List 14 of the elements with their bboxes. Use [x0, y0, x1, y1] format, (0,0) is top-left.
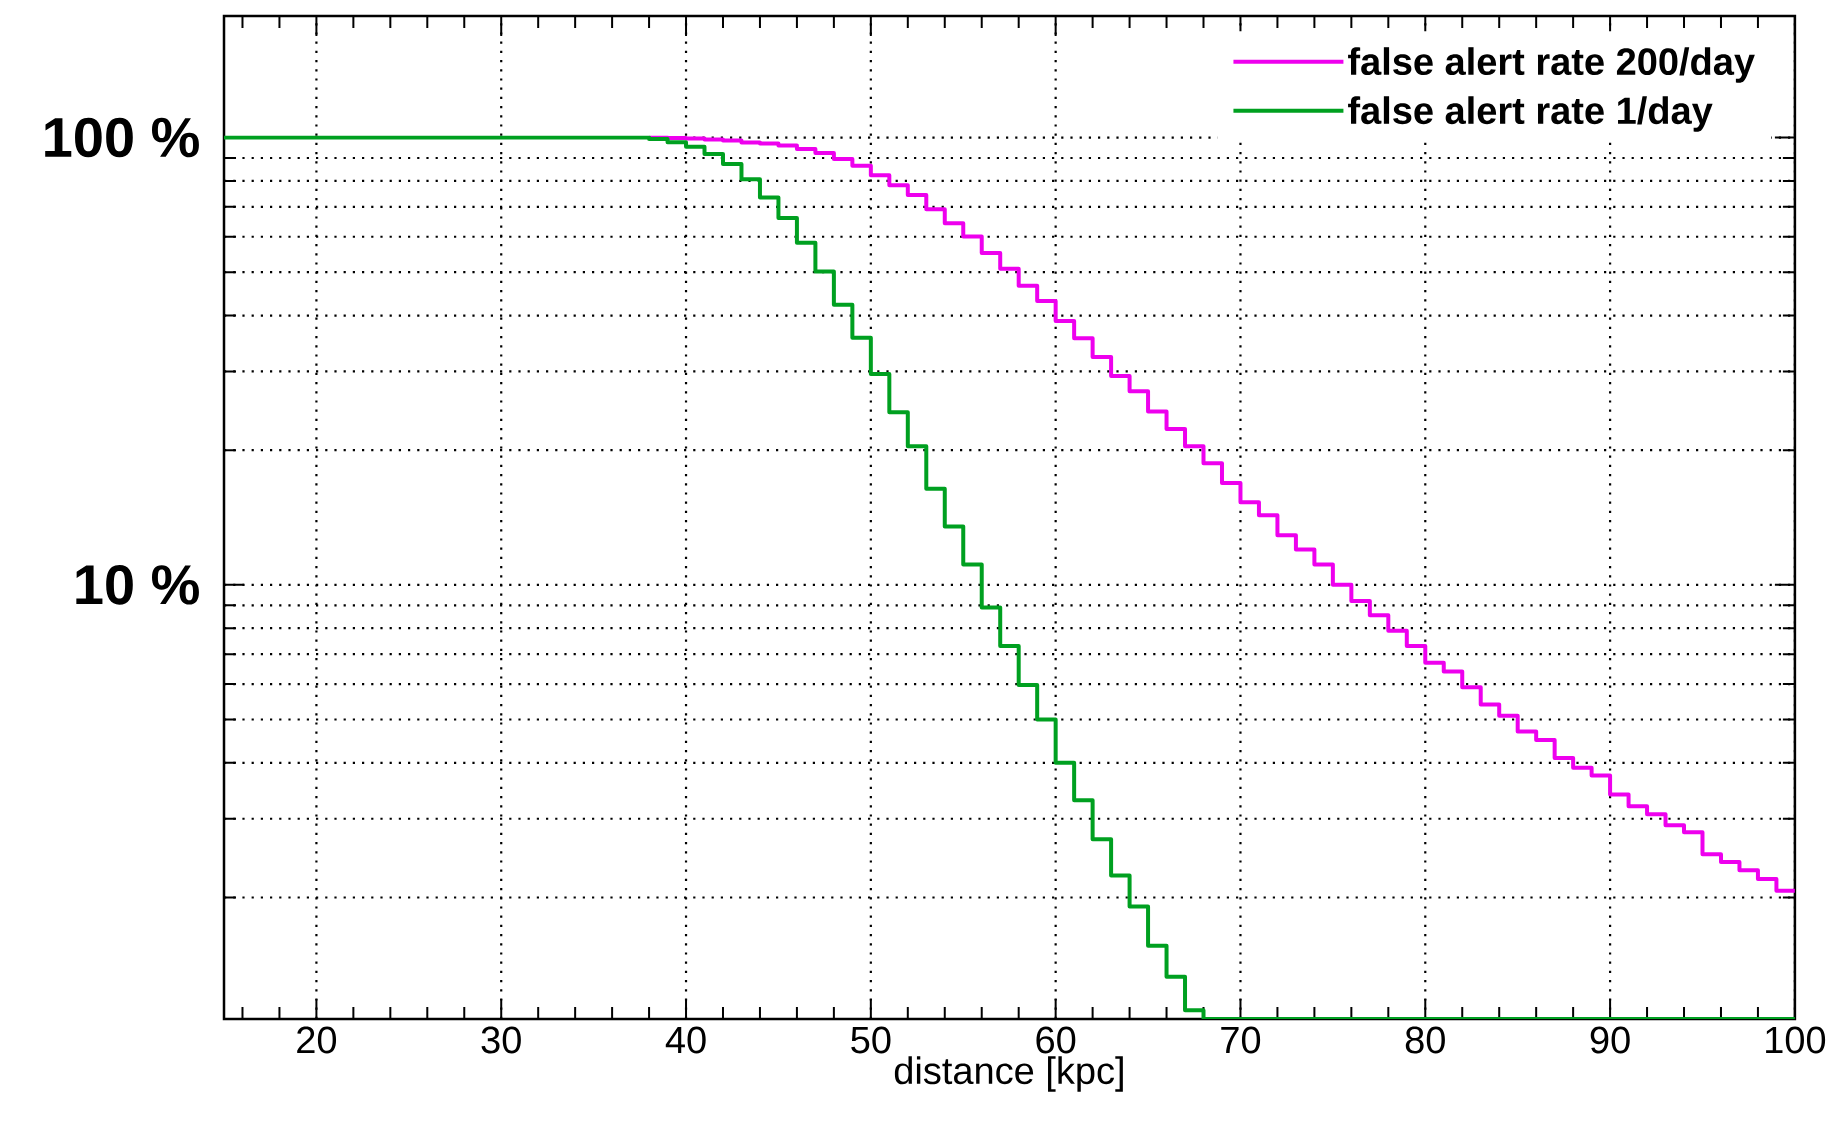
legend-label: false alert rate 1/day [1348, 96, 1713, 132]
x-axis-title: distance [kpc] [894, 1056, 1123, 1092]
y-tick-label: 10 % [76, 565, 199, 605]
legend-label: false alert rate 200/day [1348, 47, 1755, 83]
x-tick-label: 50 [851, 1026, 891, 1054]
x-tick-label: 70 [1221, 1026, 1261, 1054]
x-tick-label: 90 [1590, 1026, 1630, 1054]
x-tick-label: 100 [1766, 1026, 1826, 1054]
x-tick-label: 30 [481, 1026, 521, 1054]
y-tick-label: 100 % [45, 117, 199, 158]
x-tick-label: 80 [1405, 1026, 1445, 1054]
x-tick-label: 20 [297, 1026, 337, 1054]
x-tick-label: 40 [665, 1026, 706, 1054]
x-tick-label: 60 [1036, 1026, 1076, 1054]
